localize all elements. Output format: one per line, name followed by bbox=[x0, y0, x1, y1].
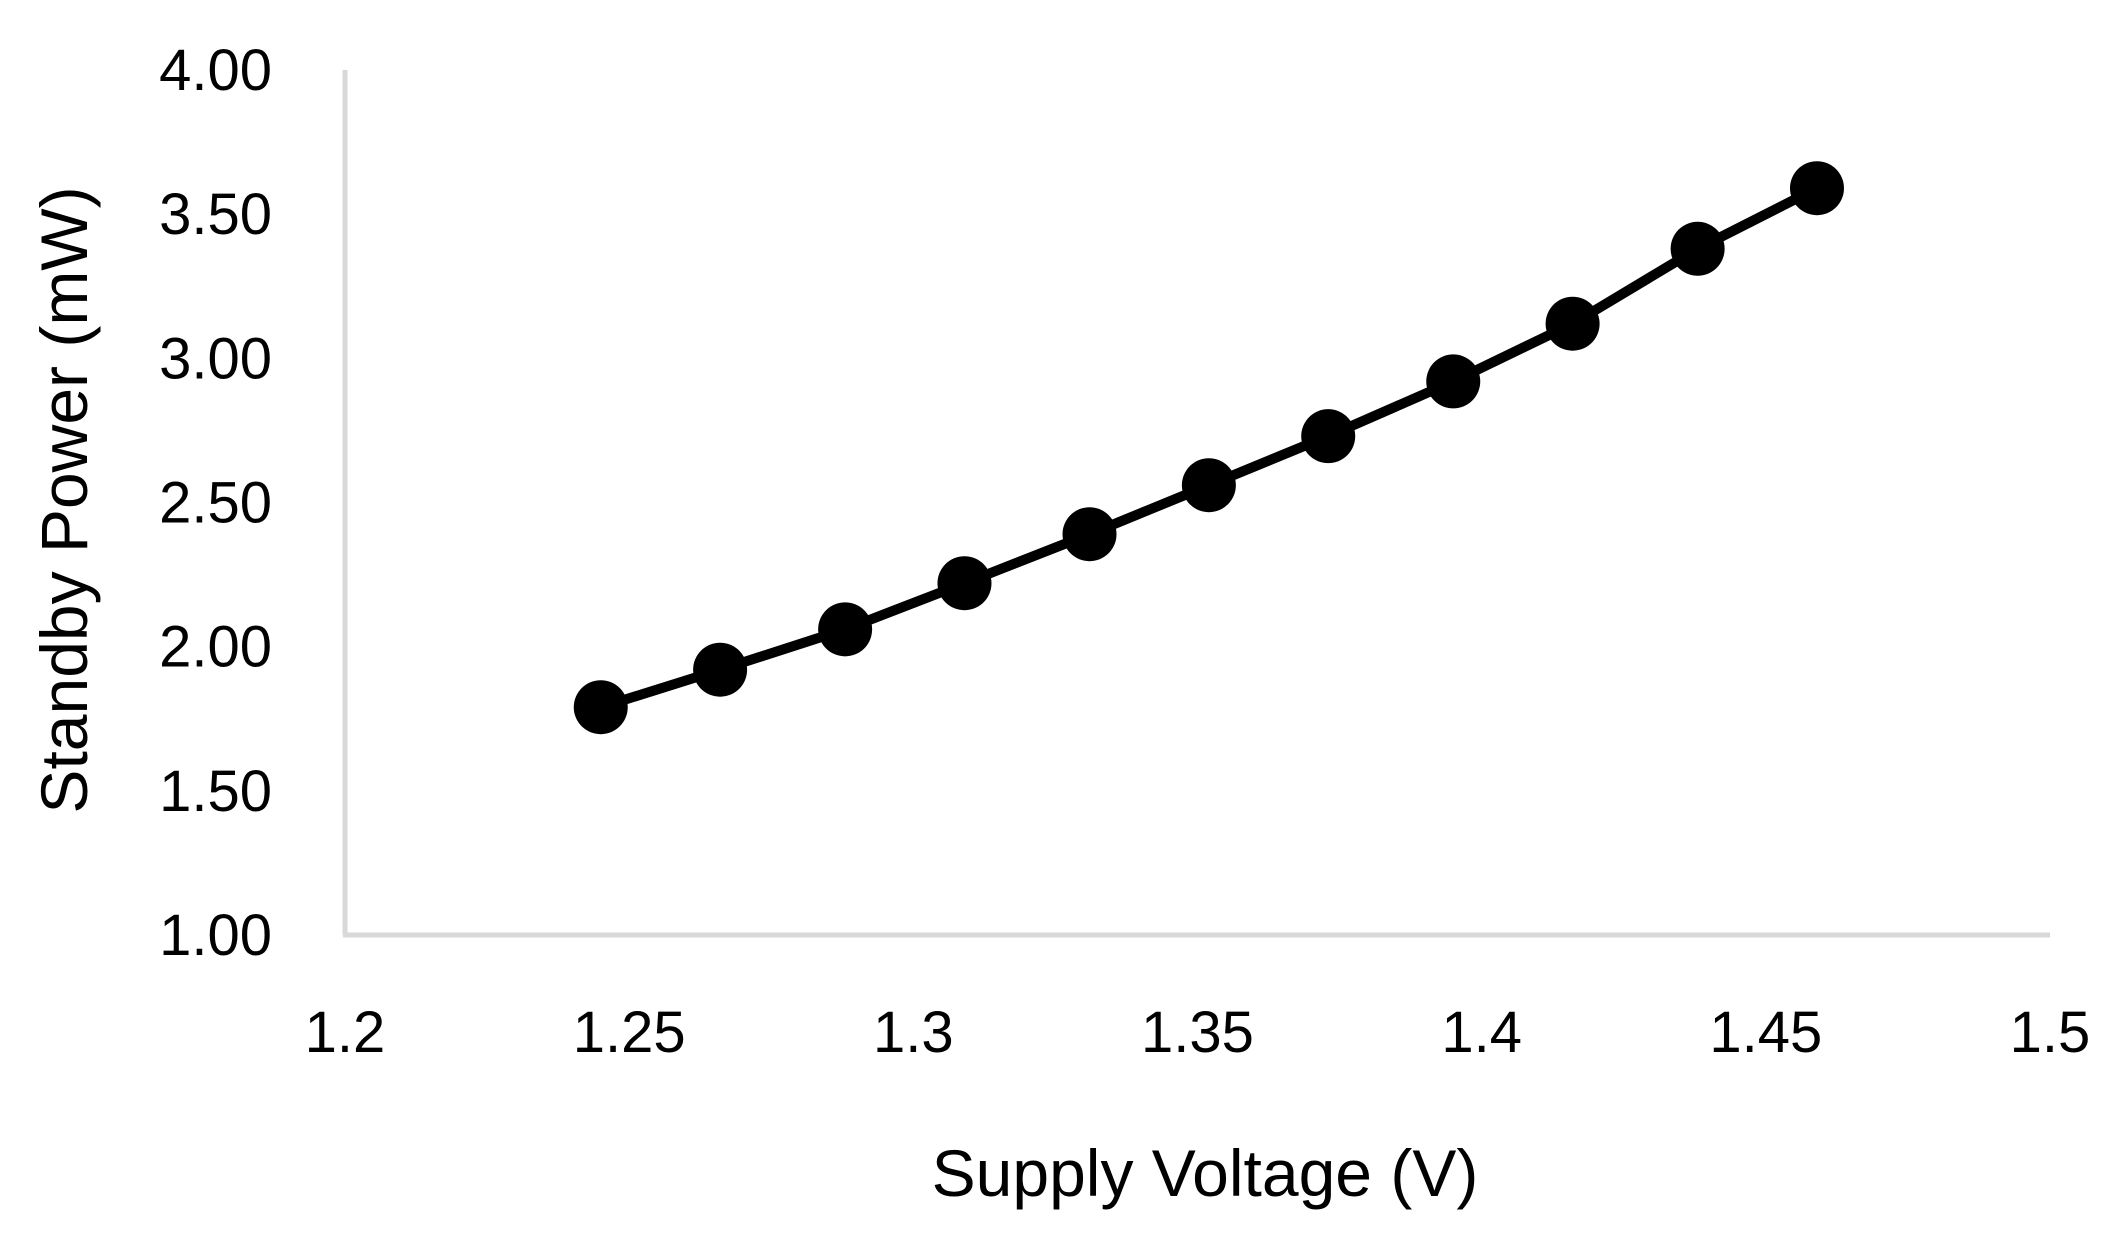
data-point bbox=[573, 680, 628, 735]
x-tick-label: 1.3 bbox=[873, 1000, 954, 1065]
series-line bbox=[595, 183, 1822, 713]
x-tick-label: 1.4 bbox=[1441, 1000, 1522, 1065]
data-point bbox=[1670, 221, 1725, 276]
y-tick-label: 1.50 bbox=[159, 759, 272, 824]
data-point bbox=[1789, 161, 1844, 216]
axes bbox=[342, 70, 2050, 938]
data-point bbox=[1545, 296, 1600, 351]
y-tick-label: 4.00 bbox=[159, 38, 272, 103]
x-axis-tick-labels: 1.2 1.25 1.3 1.35 1.4 1.45 1.5 bbox=[305, 1000, 2091, 1065]
x-axis-title: Supply Voltage (V) bbox=[932, 1136, 1479, 1210]
x-tick-label: 1.35 bbox=[1141, 1000, 1254, 1065]
y-tick-label: 2.00 bbox=[159, 615, 272, 680]
data-point bbox=[1426, 354, 1481, 409]
y-tick-label: 3.00 bbox=[159, 326, 272, 391]
data-point bbox=[1062, 507, 1117, 562]
y-tick-label: 2.50 bbox=[159, 471, 272, 536]
data-point bbox=[937, 556, 992, 611]
data-point bbox=[1301, 409, 1356, 464]
y-tick-label: 3.50 bbox=[159, 182, 272, 247]
x-tick-label: 1.2 bbox=[305, 1000, 386, 1065]
x-tick-label: 1.45 bbox=[1709, 1000, 1822, 1065]
y-axis-tick-labels: 1.00 1.50 2.00 2.50 3.00 3.50 4.00 bbox=[159, 38, 272, 968]
y-axis-title: Standby Power (mW) bbox=[27, 186, 101, 813]
y-tick-label: 1.00 bbox=[159, 903, 272, 968]
x-tick-label: 1.5 bbox=[2010, 1000, 2091, 1065]
series-line-group bbox=[595, 183, 1822, 713]
data-point-markers bbox=[573, 161, 1844, 735]
data-point bbox=[693, 642, 748, 697]
x-tick-label: 1.25 bbox=[573, 1000, 686, 1065]
data-point bbox=[1181, 458, 1236, 513]
data-point bbox=[818, 602, 873, 657]
